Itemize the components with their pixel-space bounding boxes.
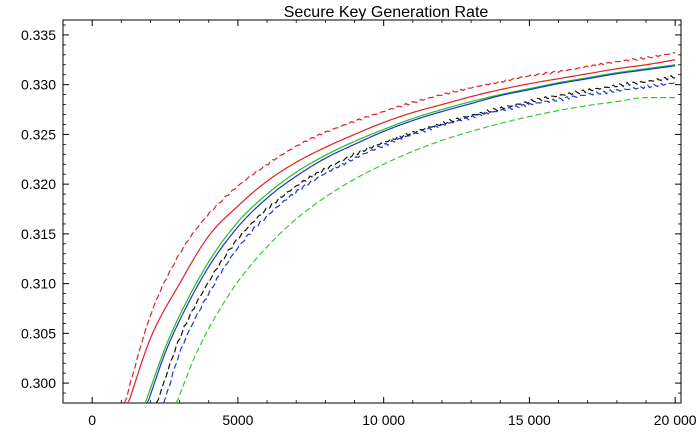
series-line-4 bbox=[146, 65, 676, 404]
y-tick-label: 0.305 bbox=[21, 325, 56, 341]
y-axis-labels: 0.300 0.305 0.310 0.315 0.320 0.325 0.330 0.335 bbox=[21, 27, 56, 391]
chart-title: Secure Key Generation Rate bbox=[284, 4, 489, 21]
x-tick-label: 10 000 bbox=[362, 412, 405, 428]
series-line-7 bbox=[175, 96, 676, 404]
series-line-2 bbox=[123, 52, 676, 404]
x-tick-label: 20 000 bbox=[654, 412, 697, 428]
series-layer bbox=[123, 52, 676, 404]
y-tick-label: 0.315 bbox=[21, 226, 56, 242]
plot-frame bbox=[62, 19, 682, 404]
x-axis-labels: 0 5000 10 000 15 000 20 000 bbox=[88, 412, 697, 428]
series-line-1 bbox=[127, 59, 676, 404]
y-tick-label: 0.330 bbox=[21, 77, 56, 93]
x-tick-label: 15 000 bbox=[508, 412, 551, 428]
series-line-3 bbox=[144, 64, 676, 404]
y-axis bbox=[63, 24, 681, 394]
x-axis bbox=[91, 20, 676, 403]
x-tick-label: 0 bbox=[88, 412, 96, 428]
series-line-5 bbox=[155, 74, 676, 404]
series-line-6 bbox=[163, 81, 676, 404]
y-tick-label: 0.325 bbox=[21, 126, 56, 142]
y-tick-label: 0.335 bbox=[21, 27, 56, 43]
y-tick-label: 0.300 bbox=[21, 375, 56, 391]
x-tick-label: 5000 bbox=[222, 412, 253, 428]
y-tick-label: 0.320 bbox=[21, 176, 56, 192]
y-tick-label: 0.310 bbox=[21, 276, 56, 292]
